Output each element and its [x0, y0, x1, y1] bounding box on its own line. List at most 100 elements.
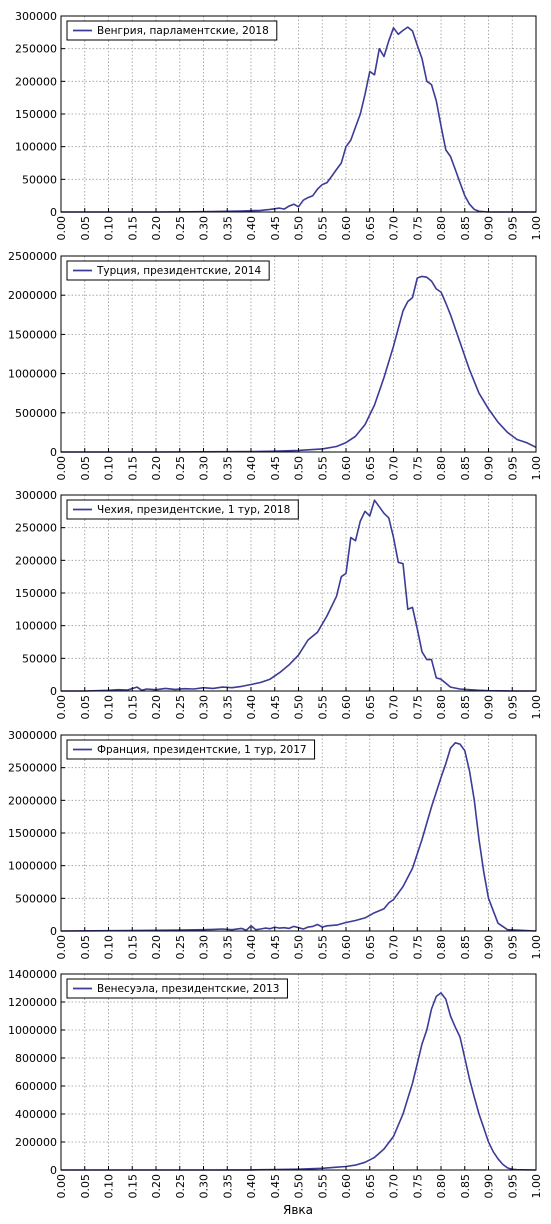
x-tick-label: 0.45 — [269, 1174, 282, 1199]
x-tick-label: 0.10 — [103, 695, 116, 720]
x-tick-label: 0.05 — [79, 935, 92, 960]
x-tick-label: 0.85 — [459, 1174, 472, 1199]
x-tick-label: 0.95 — [506, 456, 519, 481]
x-tick-label: 0.60 — [340, 935, 353, 960]
x-tick-label: 0.40 — [245, 935, 258, 960]
chart-panel-1: 0 50000 100000 150000 200000 250000 300000 0.00… — [15, 10, 543, 241]
x-tick-label: 1.00 — [530, 935, 543, 960]
y-tick-label: 0 — [50, 206, 57, 219]
x-tick-label: 0.55 — [316, 456, 329, 481]
legend-label: Венесуэла, президентские, 2013 — [97, 983, 279, 995]
y-tick-label: 500000 — [15, 892, 57, 905]
x-tick-label: 0.50 — [293, 695, 306, 720]
legend: Турция, президентские, 2014 — [66, 260, 270, 281]
x-tick-label: 0.30 — [198, 1174, 211, 1199]
x-tick-label: 0.70 — [388, 456, 401, 481]
y-tick-label: 200000 — [15, 1136, 57, 1149]
legend-box — [66, 978, 288, 999]
x-tick-label: 0.25 — [174, 695, 187, 720]
y-tick-label: 0 — [50, 925, 57, 938]
x-tick-label: 1.00 — [530, 456, 543, 481]
x-tick-label: 0.00 — [55, 216, 68, 241]
x-tick-label: 0.95 — [506, 695, 519, 720]
x-tick-label: 1.00 — [530, 1174, 543, 1199]
x-tick-label: 0.20 — [150, 1174, 163, 1199]
x-tick-label: 0.00 — [55, 1174, 68, 1199]
y-tick-label: 250000 — [15, 522, 57, 535]
x-tick-label: 0.15 — [126, 216, 139, 241]
x-tick-label: 0.25 — [174, 456, 187, 481]
x-tick-label: 0.55 — [316, 935, 329, 960]
legend-label: Турция, президентские, 2014 — [96, 265, 261, 277]
x-tick-label: 0.75 — [411, 456, 424, 481]
x-tick-label: 0.85 — [459, 216, 472, 241]
y-tick-label: 100000 — [15, 620, 57, 633]
x-tick-label: 0.75 — [411, 216, 424, 241]
x-tick-label: 0.70 — [388, 216, 401, 241]
chart-panel-5: 0 200000 400000 600000 800000 1000000 1200000 1… — [8, 968, 543, 1199]
x-tick-label: 0.40 — [245, 216, 258, 241]
x-tick-label: 0.20 — [150, 216, 163, 241]
x-tick-label: 0.90 — [483, 1174, 496, 1199]
x-tick-label: 0.00 — [55, 935, 68, 960]
x-tick-label: 0.50 — [293, 216, 306, 241]
x-tick-label: 0.60 — [340, 1174, 353, 1199]
y-tick-label: 2000000 — [8, 289, 57, 302]
x-tick-label: 0.80 — [435, 1174, 448, 1199]
y-tick-label: 300000 — [15, 10, 57, 23]
x-tick-label: 0.30 — [198, 456, 211, 481]
x-tick-label: 0.15 — [126, 456, 139, 481]
x-tick-label: 0.15 — [126, 935, 139, 960]
x-tick-label: 0.40 — [245, 1174, 258, 1199]
y-tick-label: 1000000 — [8, 1024, 57, 1037]
x-tick-label: 0.95 — [506, 935, 519, 960]
y-tick-label: 150000 — [15, 587, 57, 600]
x-tick-label: 0.70 — [388, 1174, 401, 1199]
y-tick-label: 50000 — [22, 652, 57, 665]
x-tick-label: 0.10 — [103, 935, 116, 960]
x-tick-label: 0.50 — [293, 935, 306, 960]
x-tick-label: 0.45 — [269, 216, 282, 241]
x-tick-label: 0.15 — [126, 695, 139, 720]
x-tick-label: 0.55 — [316, 695, 329, 720]
x-tick-label: 0.80 — [435, 935, 448, 960]
x-tick-label: 0.75 — [411, 935, 424, 960]
x-tick-label: 0.05 — [79, 216, 92, 241]
series-line — [61, 26, 536, 213]
y-tick-label: 1200000 — [8, 996, 57, 1009]
x-tick-label: 0.65 — [364, 935, 377, 960]
x-tick-label: 0.00 — [55, 456, 68, 481]
legend-label: Венгрия, парламентские, 2018 — [97, 25, 269, 37]
x-tick-label: 0.90 — [483, 935, 496, 960]
x-tick-label: 0.70 — [388, 695, 401, 720]
x-tick-label: 0.55 — [316, 1174, 329, 1199]
x-tick-label: 1.00 — [530, 216, 543, 241]
y-tick-label: 0 — [50, 1164, 57, 1177]
series-line — [60, 741, 537, 932]
y-tick-label: 3000000 — [8, 729, 57, 742]
y-tick-label: 1000000 — [8, 368, 57, 381]
y-tick-label: 1400000 — [8, 968, 57, 981]
chart-panel-2: 0 500000 1000000 1500000 2000000 2500000 0.00 0… — [8, 250, 543, 481]
x-tick-label: 0.30 — [198, 695, 211, 720]
x-tick-label: 0.25 — [174, 935, 187, 960]
x-tick-label: 0.75 — [411, 1174, 424, 1199]
y-tick-label: 0 — [50, 446, 57, 459]
x-tick-label: 0.95 — [506, 216, 519, 241]
x-tick-label: 0.65 — [364, 695, 377, 720]
x-tick-label: 0.00 — [55, 695, 68, 720]
legend: Венгрия, парламентские, 2018 — [66, 20, 278, 41]
x-tick-label: 0.35 — [221, 695, 234, 720]
y-tick-label: 0 — [50, 685, 57, 698]
x-tick-label: 0.90 — [483, 216, 496, 241]
y-tick-label: 1500000 — [8, 827, 57, 840]
x-tick-label: 0.10 — [103, 1174, 116, 1199]
x-tick-label: 0.20 — [150, 456, 163, 481]
x-tick-label: 0.05 — [79, 695, 92, 720]
y-tick-label: 50000 — [22, 173, 57, 186]
x-tick-label: 0.90 — [483, 695, 496, 720]
x-tick-label: 0.45 — [269, 695, 282, 720]
y-tick-label: 500000 — [15, 407, 57, 420]
x-tick-label: 0.50 — [293, 456, 306, 481]
